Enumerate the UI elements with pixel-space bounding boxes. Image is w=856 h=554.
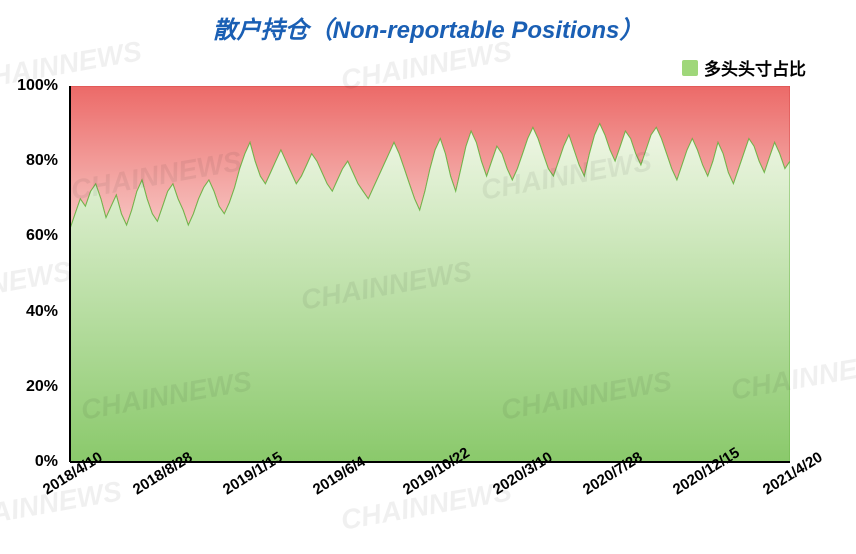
chart-container: 散户持仓（Non-reportable Positions） 多头头寸占比 0%… xyxy=(0,0,856,554)
y-tick-label: 20% xyxy=(26,378,58,396)
y-tick-label: 100% xyxy=(17,77,58,95)
area-chart-svg xyxy=(70,86,790,462)
y-tick-label: 60% xyxy=(26,227,58,245)
y-axis-line xyxy=(69,86,71,462)
legend-swatch xyxy=(682,60,698,76)
legend: 多头头寸占比 xyxy=(682,55,806,80)
plot-area xyxy=(70,86,790,462)
chart-title: 散户持仓（Non-reportable Positions） xyxy=(0,10,856,45)
y-axis: 0%20%40%60%80%100% xyxy=(0,86,66,462)
x-axis: 2018/4/102018/8/282019/1/152019/6/42019/… xyxy=(70,466,790,546)
y-tick-label: 80% xyxy=(26,152,58,170)
legend-label: 多头头寸占比 xyxy=(704,55,806,80)
y-tick-label: 40% xyxy=(26,303,58,321)
y-tick-label: 0% xyxy=(35,453,58,471)
